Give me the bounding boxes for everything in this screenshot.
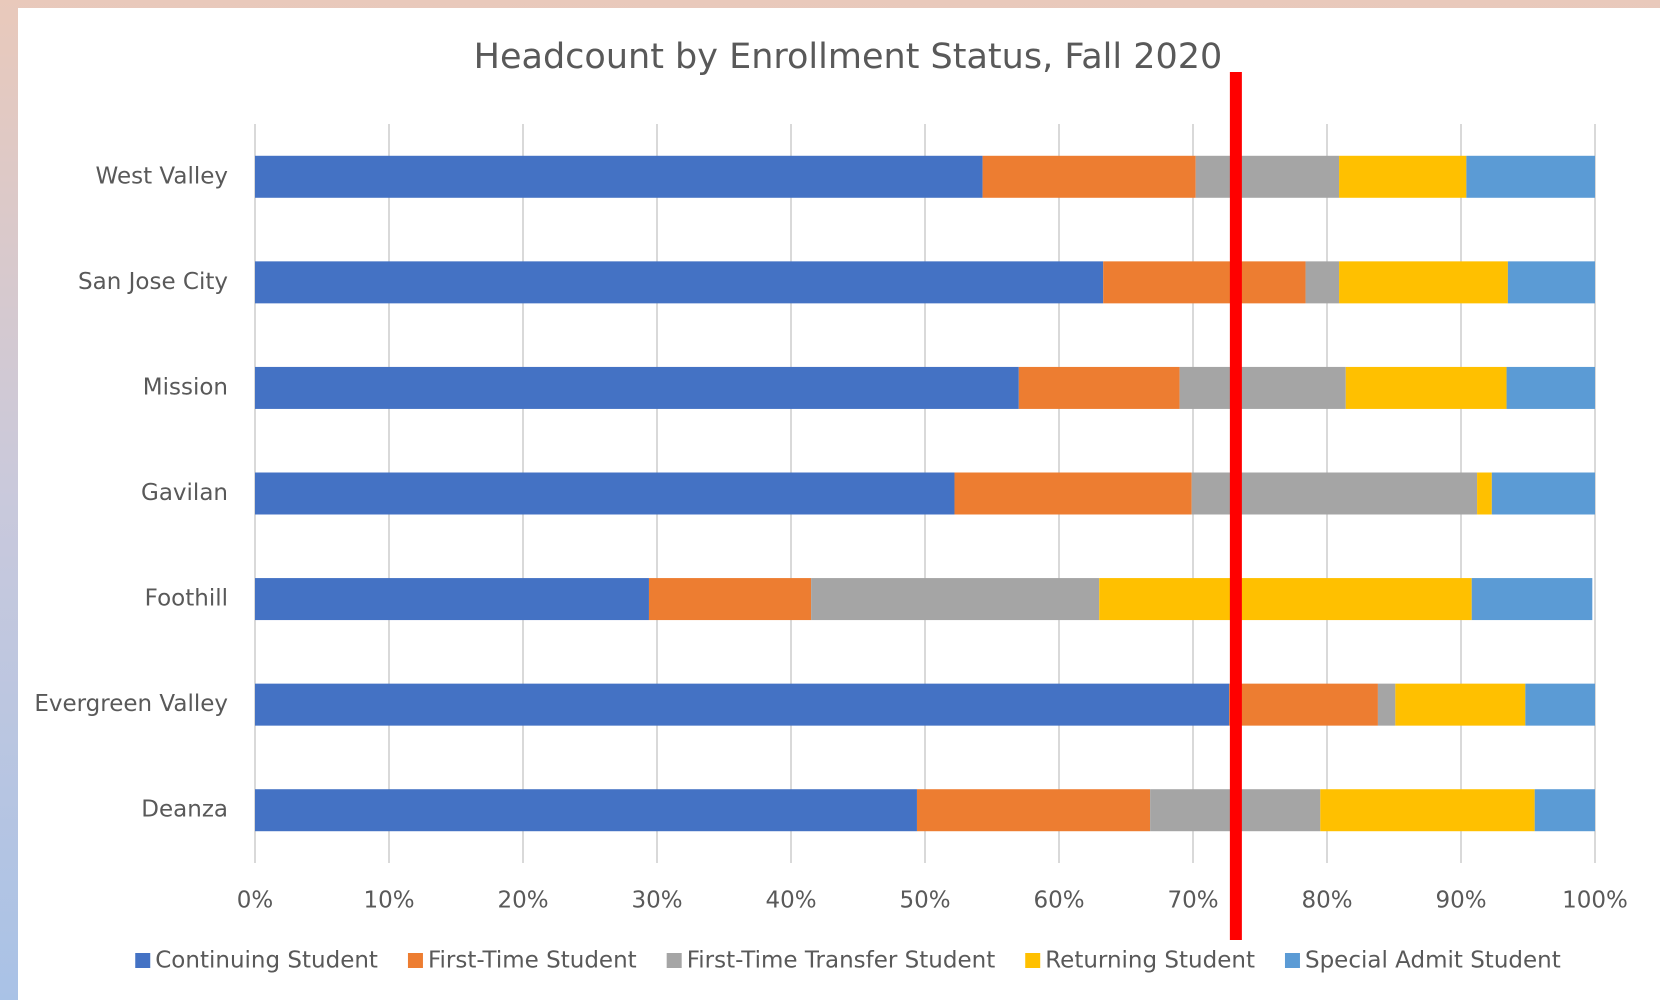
bar-segment <box>1103 261 1306 304</box>
bar-segment <box>954 472 1192 515</box>
bar-segment <box>255 366 1019 409</box>
bar-segment <box>811 578 1100 621</box>
legend-label: Special Admit Student <box>1305 948 1561 974</box>
bar-segment <box>1229 683 1378 726</box>
bar-segment <box>1471 578 1593 621</box>
bar-segment <box>255 578 649 621</box>
bar-segment <box>1018 366 1180 409</box>
bar-segment <box>255 155 983 198</box>
y-tick-label: San Jose City <box>78 269 228 295</box>
x-tick-label: 70% <box>1167 888 1218 914</box>
bar-segment <box>1320 789 1535 832</box>
bar-segment <box>1477 472 1492 515</box>
bar-segment <box>1395 683 1526 726</box>
y-tick-label: Foothill <box>145 586 228 612</box>
legend-label: Continuing Student <box>155 948 378 974</box>
x-tick-label: 40% <box>765 888 816 914</box>
x-tick-label: 50% <box>899 888 950 914</box>
bar-segment <box>982 155 1196 198</box>
bar-segment <box>1525 683 1595 726</box>
bar-segment <box>1506 366 1595 409</box>
x-tick-label: 0% <box>237 888 274 914</box>
bar-segment <box>648 578 812 621</box>
x-tick-label: 100% <box>1562 888 1628 914</box>
bar-segment <box>1305 261 1340 304</box>
bar-segment <box>255 789 917 832</box>
bar-segment <box>916 789 1151 832</box>
bar-segment <box>255 683 1230 726</box>
chart-title: Headcount by Enrollment Status, Fall 202… <box>474 37 1223 77</box>
bar-segment <box>1099 578 1472 621</box>
legend-swatch <box>666 953 682 968</box>
bar-segment <box>1339 155 1467 198</box>
bar-segment <box>1339 261 1508 304</box>
y-tick-label: West Valley <box>96 163 228 189</box>
bar-segment <box>1507 261 1595 304</box>
legend-label: Returning Student <box>1045 948 1255 974</box>
bar-segment <box>1491 472 1595 515</box>
bar-segment <box>1534 789 1595 832</box>
y-tick-label: Mission <box>143 374 228 400</box>
bar-segment <box>1466 155 1595 198</box>
x-tick-label: 10% <box>363 888 414 914</box>
y-tick-label: Gavilan <box>141 480 228 506</box>
legend-swatch <box>1284 953 1300 968</box>
x-tick-label: 30% <box>631 888 682 914</box>
x-tick-label: 60% <box>1033 888 1084 914</box>
bar-segment <box>1345 366 1507 409</box>
bar-segment <box>1195 155 1340 198</box>
legend-label: First-Time Transfer Student <box>687 948 996 974</box>
legend-swatch <box>1025 953 1041 968</box>
y-tick-label: Deanza <box>141 797 228 823</box>
legend-swatch <box>135 953 151 968</box>
legend-swatch <box>407 953 423 968</box>
bar-segment <box>1377 683 1396 726</box>
bar-segment <box>1179 366 1346 409</box>
bar-segment <box>255 261 1104 304</box>
x-tick-label: 80% <box>1301 888 1352 914</box>
x-tick-label: 90% <box>1435 888 1486 914</box>
y-tick-label: Evergreen Valley <box>34 691 228 717</box>
x-tick-label: 20% <box>497 888 548 914</box>
bar-segment <box>255 472 955 515</box>
legend-label: First-Time Student <box>428 948 637 974</box>
